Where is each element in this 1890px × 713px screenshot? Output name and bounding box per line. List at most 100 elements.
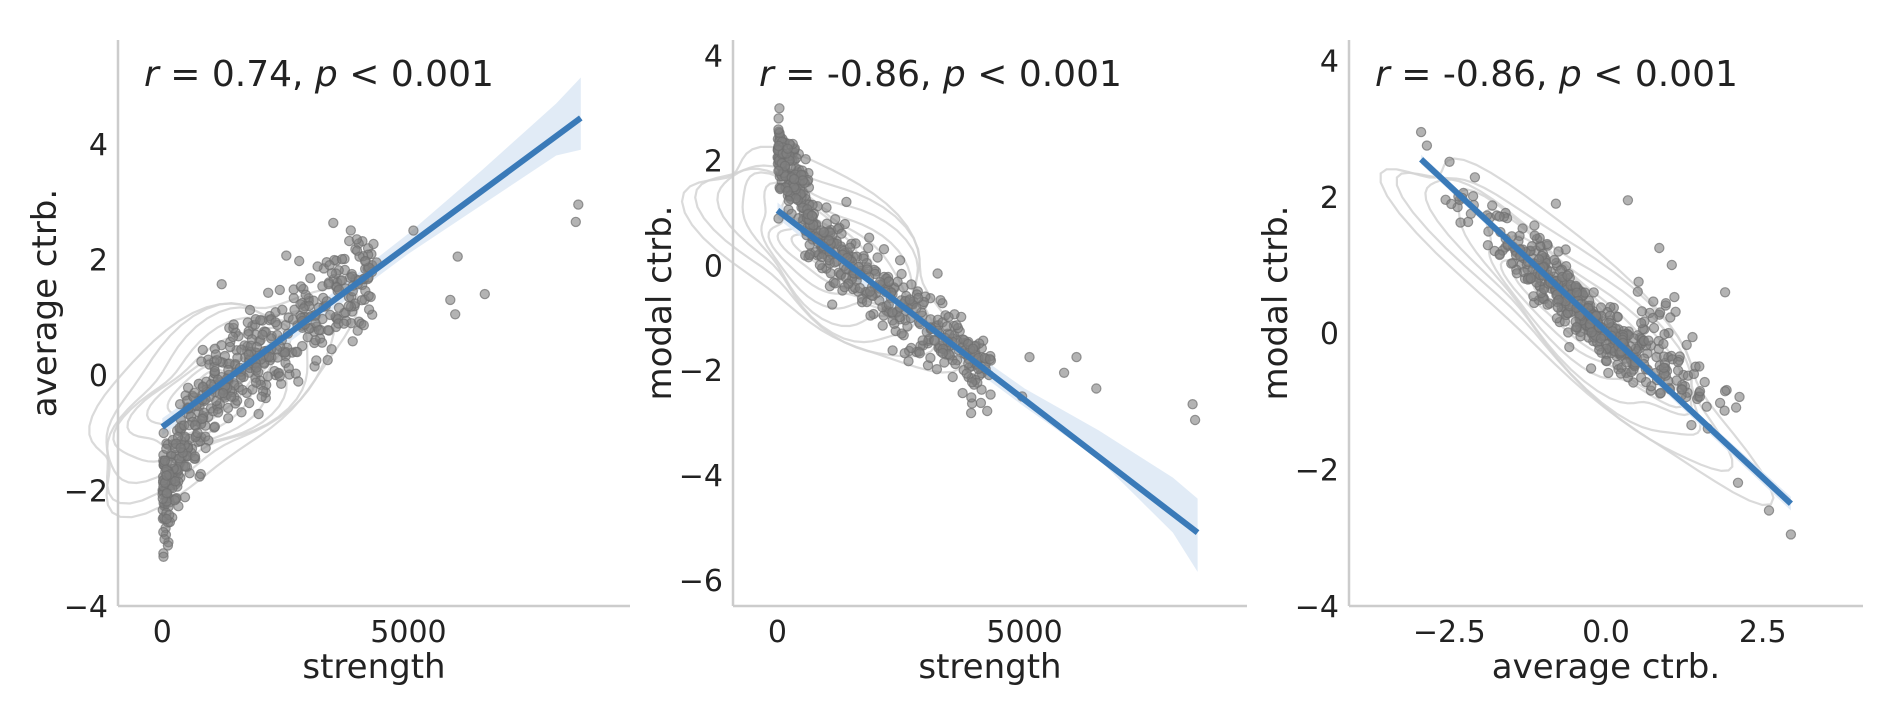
data-point — [1187, 399, 1198, 410]
y-tick-label: 2 — [89, 243, 108, 278]
data-point — [932, 268, 943, 279]
data-point — [894, 255, 906, 266]
data-point — [175, 442, 186, 454]
data-point — [1666, 259, 1678, 271]
data-point — [253, 408, 264, 420]
y-tick-label: 0 — [704, 249, 723, 284]
data-point — [877, 320, 888, 331]
data-point — [243, 397, 255, 409]
data-point — [889, 318, 900, 329]
data-point — [975, 397, 987, 409]
x-tick-label: 0 — [153, 615, 172, 650]
data-point — [1648, 322, 1660, 334]
y-tick-label: −4 — [1295, 590, 1339, 625]
data-point — [1730, 402, 1742, 413]
data-point — [1719, 405, 1730, 416]
data-point — [216, 279, 227, 290]
data-point — [899, 348, 910, 359]
regression-line — [1419, 157, 1793, 506]
data-point — [931, 364, 943, 375]
data-point — [816, 251, 828, 263]
x-axis-label: average ctrb. — [1492, 647, 1720, 687]
data-point — [211, 355, 222, 366]
data-point — [1586, 327, 1597, 338]
data-point — [1506, 258, 1517, 269]
data-point — [1615, 368, 1627, 379]
data-point — [1621, 357, 1632, 368]
data-point — [939, 357, 950, 368]
data-point — [222, 402, 234, 414]
data-point — [896, 328, 907, 339]
data-point — [345, 225, 356, 236]
data-point — [222, 413, 234, 424]
data-point — [841, 196, 852, 208]
data-point — [985, 389, 996, 400]
data-point — [1687, 331, 1698, 343]
data-point — [1603, 317, 1615, 328]
data-point — [839, 282, 850, 293]
data-point — [806, 210, 818, 221]
data-point — [189, 387, 200, 398]
data-point — [887, 307, 898, 318]
data-point — [966, 377, 978, 388]
y-tick-label: −2 — [679, 354, 723, 389]
data-point — [250, 377, 262, 388]
data-point — [1595, 302, 1607, 313]
data-point — [929, 335, 941, 346]
data-point — [161, 470, 172, 481]
data-point — [878, 243, 890, 255]
data-point — [159, 455, 171, 466]
data-point — [854, 282, 866, 294]
data-point — [1636, 306, 1648, 317]
data-point — [1528, 291, 1539, 302]
data-point — [773, 124, 784, 135]
y-tick-label: 4 — [89, 128, 108, 163]
data-point — [1601, 356, 1612, 367]
data-point — [322, 354, 333, 366]
data-point — [277, 304, 288, 315]
data-point — [270, 317, 281, 328]
data-point — [1635, 317, 1647, 329]
data-point — [1415, 126, 1427, 138]
data-point — [789, 173, 800, 185]
x-tick-label: 2.5 — [1739, 615, 1787, 650]
data-point — [179, 461, 191, 472]
data-point — [235, 372, 247, 383]
data-point — [858, 253, 869, 264]
data-point — [293, 376, 304, 387]
data-point — [773, 165, 784, 177]
data-point — [179, 492, 191, 503]
data-point — [1525, 273, 1537, 284]
data-point — [1071, 351, 1082, 363]
data-point — [1672, 365, 1684, 376]
data-point — [904, 294, 916, 305]
data-point — [1785, 529, 1797, 540]
data-point — [872, 252, 883, 263]
data-point — [1672, 356, 1684, 368]
data-point — [1763, 505, 1775, 516]
data-point — [408, 225, 419, 236]
data-point — [830, 213, 841, 225]
y-tick-label: −4 — [679, 459, 723, 494]
data-point — [1671, 375, 1682, 386]
data-point — [1571, 322, 1582, 333]
kde-contour — [716, 167, 919, 344]
data-point — [1734, 391, 1745, 403]
data-point — [844, 242, 856, 253]
data-point — [1681, 339, 1692, 351]
data-point — [1714, 397, 1726, 409]
data-point — [274, 284, 285, 296]
regression-line — [160, 115, 583, 430]
data-point — [257, 329, 268, 340]
kde-contour — [680, 145, 966, 374]
data-point — [262, 371, 273, 382]
data-point — [263, 351, 275, 362]
data-point — [209, 421, 221, 432]
data-point — [804, 249, 815, 261]
data-point — [957, 387, 968, 399]
data-point — [1665, 312, 1676, 323]
scatter-points — [772, 103, 1201, 426]
data-point — [224, 341, 236, 353]
data-point — [1632, 286, 1644, 297]
data-point — [255, 314, 266, 326]
